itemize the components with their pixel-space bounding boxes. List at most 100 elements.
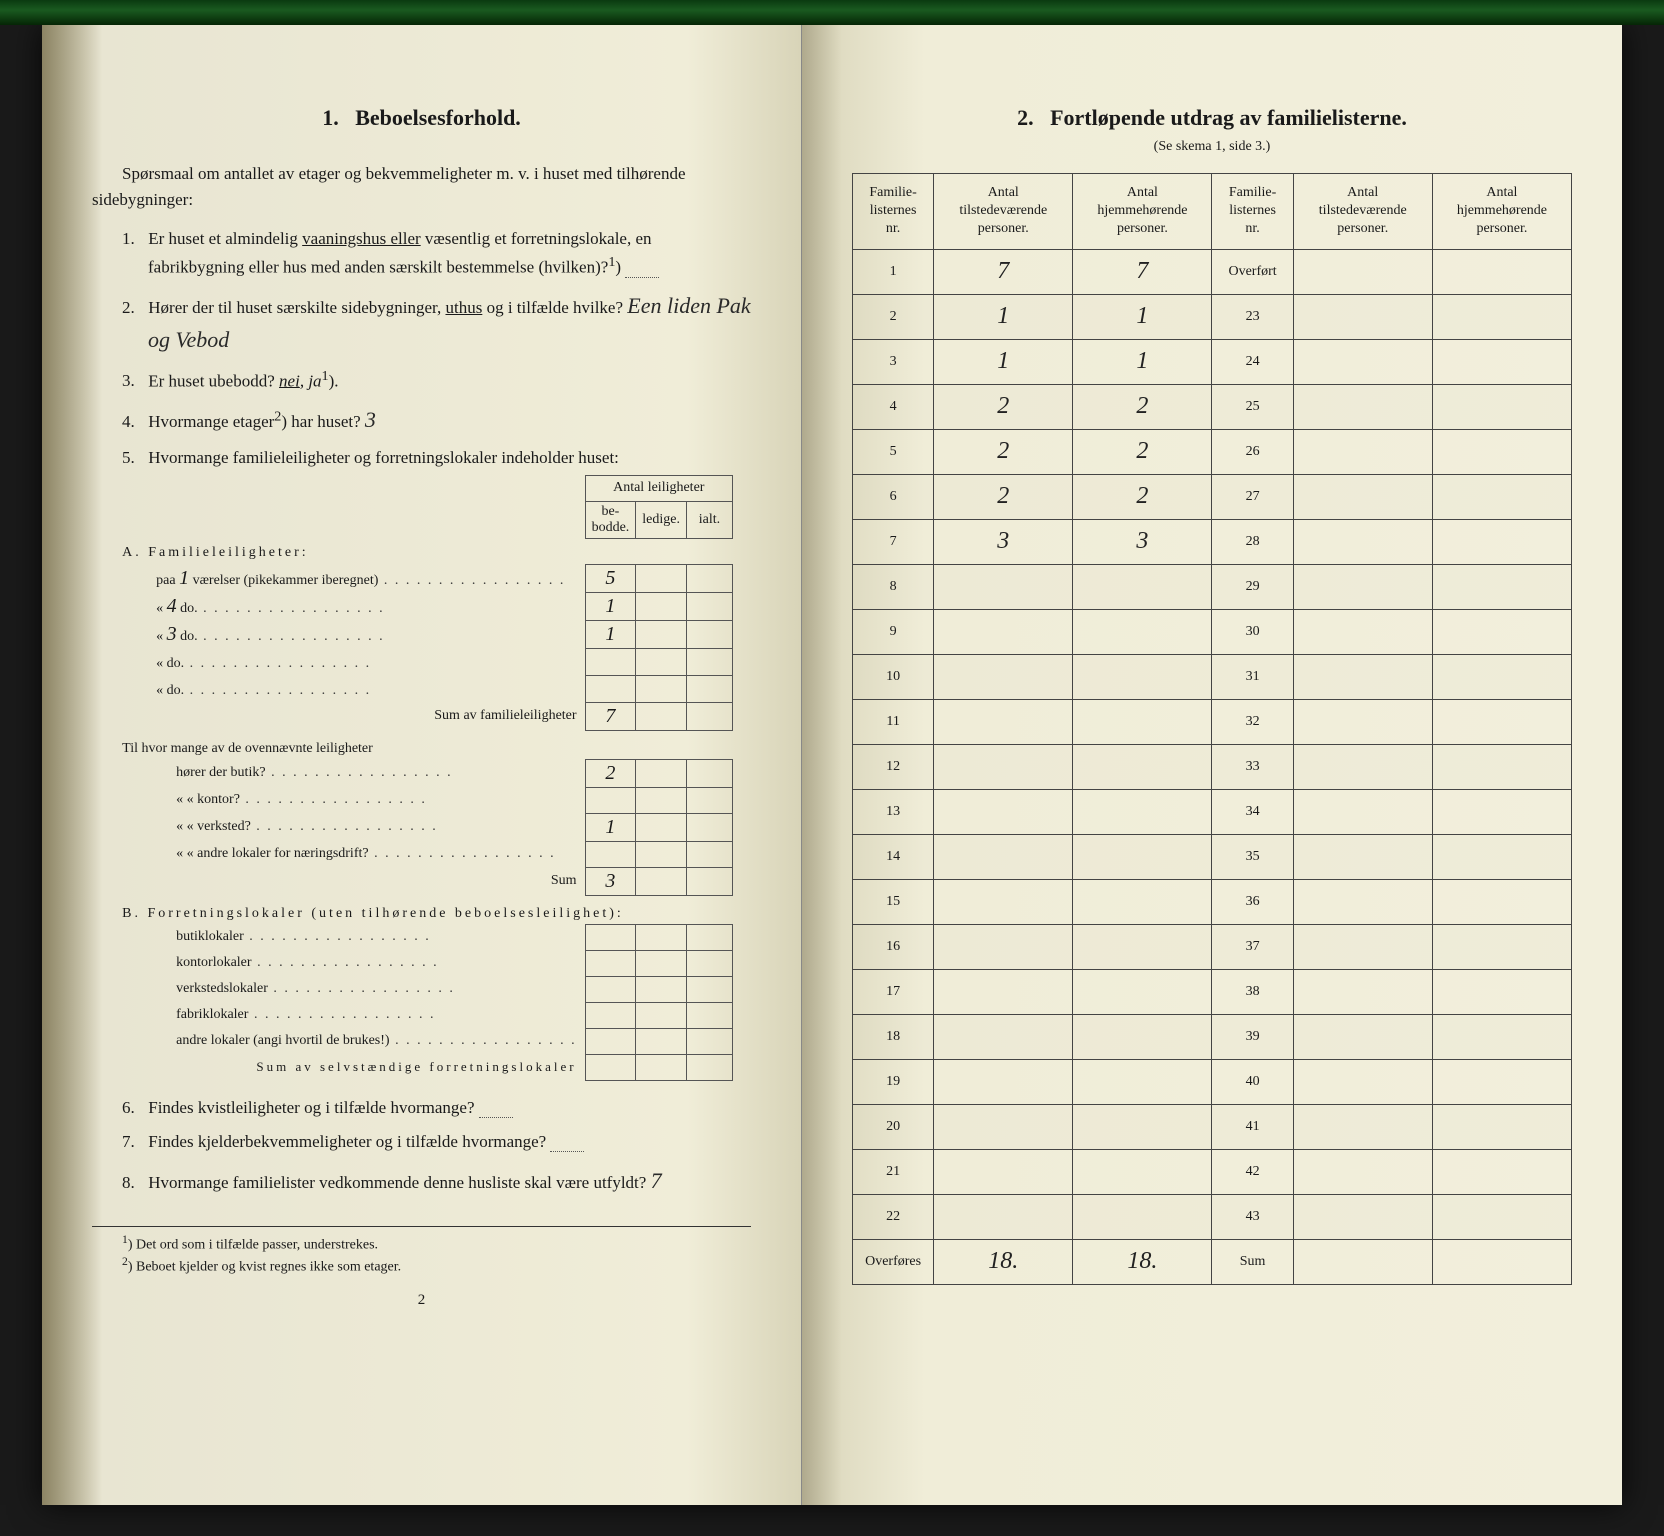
mini-row-mid: « « kontor? [116,787,732,813]
table-row: 177Overført [853,249,1572,294]
table-row: 930 [853,609,1572,654]
overfort-label: Overført [1212,249,1293,294]
mini-row-mid: « « andre lokaler for næringsdrift? [116,841,732,867]
q4: 4. Hvormange etager2) har huset? 3 [122,403,751,437]
page-right: 2. Fortløpende utdrag av familielisterne… [802,25,1622,1505]
B-label: B. Forretningslokaler (uten tilhørende b… [116,895,732,924]
q7-text: Findes kjelderbekvemmeligheter og i tilf… [148,1132,546,1151]
mini-row-b: kontorlokaler [116,950,732,976]
leiligheter-table: Antal leiligheter be-bodde. ledige. ialt… [116,475,733,1081]
table-row: 1233 [853,744,1572,789]
mid-label: Til hvor mange av de ovennævnte leilighe… [116,730,732,759]
mini-row-b: fabriklokaler [116,1002,732,1028]
mini-row-mid: hører der butik?2 [116,759,732,787]
q6: 6. Findes kvistleiligheter og i tilfælde… [122,1095,751,1121]
footnotes: 1) Det ord som i tilfælde passer, unders… [92,1226,751,1276]
right-section-num: 2. [1017,105,1034,130]
q1-blank [625,258,659,278]
mini-row-a: « do. [116,675,732,702]
scan-artifact-bar [0,0,1664,25]
q7: 7. Findes kjelderbekvemmeligheter og i t… [122,1129,751,1155]
q6-text: Findes kvistleiligheter og i tilfælde hv… [148,1098,474,1117]
table-row: 42225 [853,384,1572,429]
table-row: 2142 [853,1149,1572,1194]
q2-b: og i tilfælde hvilke? [482,298,623,317]
sum-b-label: Sum av selvstændige forretningslokaler [116,1054,585,1080]
sum-a-label: Sum av familieleiligheter [116,702,585,730]
A-label: A. Familieleiligheter: [116,538,732,564]
mini-row-a: « do. [116,648,732,675]
q3: 3. Er huset ubebodd? nei, ja1). [122,366,751,395]
table-row: 21123 [853,294,1572,339]
left-page-number: 2 [92,1292,751,1309]
q7-num: 7. [122,1129,144,1155]
table-row: 31124 [853,339,1572,384]
question-list: 1. Er huset et almindelig vaaningshus el… [92,226,751,471]
left-section-title-text: Beboelsesforhold. [355,105,521,130]
q8-text: Hvormange familielister vedkommende denn… [148,1173,646,1192]
table-row: 1031 [853,654,1572,699]
table-row: 1839 [853,1014,1572,1059]
mini-row-a: paa 1 værelser (pikekammer iberegnet)5 [116,564,732,592]
page-left: 1. Beboelsesforhold. Spørsmaal om antall… [42,25,802,1505]
q5-text: Hvormange familieleiligheter og forretni… [148,448,619,467]
mini-row-a: « 3 do.1 [116,620,732,648]
q1: 1. Er huset et almindelig vaaningshus el… [122,226,751,281]
table-row: 62227 [853,474,1572,519]
mini-header-span: Antal leiligheter [585,475,732,501]
mini-row-b: verkstedslokaler [116,976,732,1002]
th-tilstede-2: Antaltilstedeværendepersoner. [1293,174,1432,250]
table-row: 2041 [853,1104,1572,1149]
mini-row-mid: « « verksted?1 [116,813,732,841]
table-row: 1435 [853,834,1572,879]
mini-row-a: « 4 do.1 [116,592,732,620]
table-row: 1738 [853,969,1572,1014]
mini-h-ledige: ledige. [636,501,687,538]
fn2: 2) Beboet kjelder og kvist regnes ikke s… [122,1255,751,1276]
q1-sup: 1 [608,254,615,270]
q2-uthus: uthus [445,298,482,317]
q4-answer: 3 [365,407,376,432]
familielister-table: Familie-listernesnr. Antaltilstedeværend… [852,173,1572,1285]
q3-ja: , ja [300,371,322,390]
mini-row-b: andre lokaler (angi hvortil de brukes!) [116,1028,732,1054]
q8-answer: 7 [651,1168,662,1193]
table-row: 52226 [853,429,1572,474]
sum-a-val: 7 [585,702,636,730]
right-section-title: 2. Fortløpende utdrag av familielisterne… [852,105,1572,131]
table-row: 73328 [853,519,1572,564]
q3-text: Er huset ubebodd? [148,371,279,390]
table-row: 1940 [853,1059,1572,1104]
fn1: 1) Det ord som i tilfælde passer, unders… [122,1233,751,1254]
q6-num: 6. [122,1095,144,1121]
q4-text: Hvormange etager [148,412,274,431]
q1-vaaning: vaaningshus eller [302,229,421,248]
question-list-2: 6. Findes kvistleiligheter og i tilfælde… [92,1095,751,1198]
q4-text2: ) har huset? [281,412,360,431]
sum-mid-label: Sum [116,867,585,895]
overfores-t: 18. [934,1239,1073,1284]
q4-num: 4. [122,409,144,435]
q3-num: 3. [122,368,144,394]
table-row: 2243 [853,1194,1572,1239]
th-hjemme-2: Antalhjemmehørendepersoner. [1432,174,1571,250]
th-hjemme-1: Antalhjemmehørendepersoner. [1073,174,1212,250]
table-row-sum: Overføres18.18.Sum [853,1239,1572,1284]
right-subtitle: (Se skema 1, side 3.) [852,139,1572,155]
q3-sup: 1 [322,368,329,384]
q2-num: 2. [122,295,144,321]
table-row: 1536 [853,879,1572,924]
overfores-h: 18. [1073,1239,1212,1284]
mini-h-bebodde: be-bodde. [585,501,636,538]
sum-label: Sum [1212,1239,1293,1284]
book-spread: 1. Beboelsesforhold. Spørsmaal om antall… [42,25,1622,1505]
overfores-label: Overføres [853,1239,934,1284]
th-nr-1: Familie-listernesnr. [853,174,934,250]
q5-num: 5. [122,445,144,471]
q3-nei: nei [279,371,300,390]
q2-a: Hører der til huset særskilte sidebygnin… [148,298,445,317]
table-row: 1637 [853,924,1572,969]
mini-h-ialt: ialt. [687,501,733,538]
right-section-title-text: Fortløpende utdrag av familielisterne. [1050,105,1407,130]
q8: 8. Hvormange familielister vedkommende d… [122,1164,751,1198]
